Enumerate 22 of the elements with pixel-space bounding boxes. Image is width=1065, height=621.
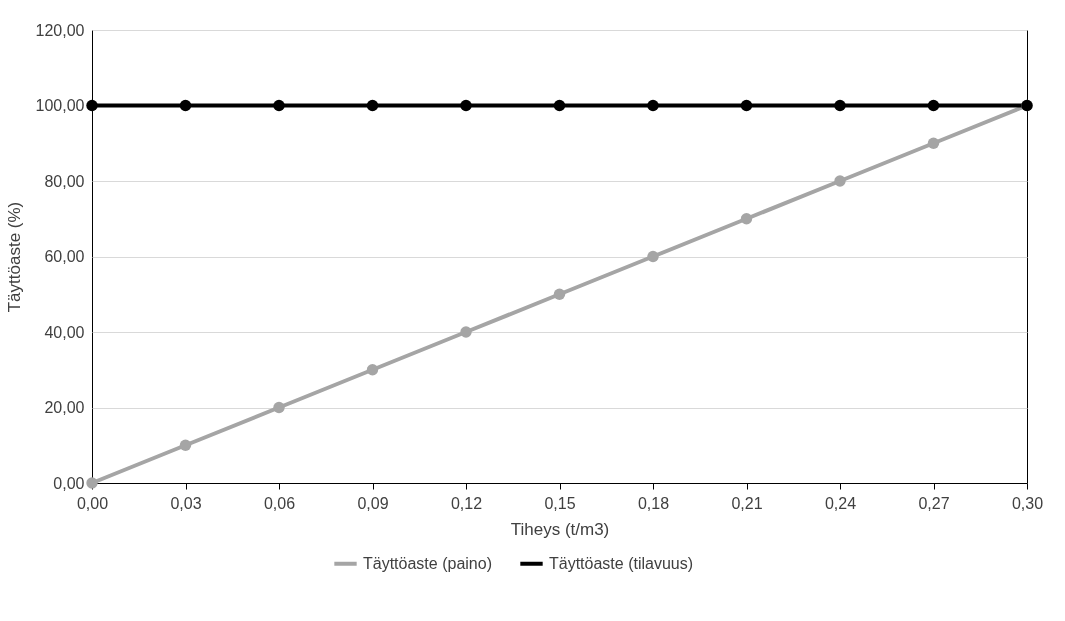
x-tick-label: 0,15: [544, 494, 576, 512]
x-tick-label: 0,09: [357, 494, 389, 512]
y-axis-title: Täyttöaste (%): [4, 201, 24, 313]
x-tick-label: 0,24: [824, 494, 857, 512]
x-axis-title: Tiheys (t/m3): [510, 519, 610, 539]
x-tick-label: 0,06: [263, 494, 296, 512]
x-tick-label: 0,18: [637, 494, 670, 512]
y-tick-label: 40,00: [44, 323, 85, 341]
x-tick-label: 0,30: [1011, 494, 1044, 512]
legend-label: Täyttöaste (tilavuus): [549, 554, 694, 572]
x-tick-label: 0,27: [918, 494, 950, 512]
x-tick-label: 0,00: [76, 494, 109, 512]
legend-label: Täyttöaste (paino): [363, 554, 492, 572]
y-tick-label: 120,00: [35, 21, 85, 39]
y-tick-label: 60,00: [44, 248, 85, 265]
x-tick-label: 0,12: [450, 494, 483, 512]
y-tick-label: 20,00: [44, 399, 85, 416]
y-tick-label: 100,00: [35, 97, 85, 114]
x-tick-label: 0,03: [170, 494, 202, 512]
y-tick-label: 0,00: [53, 474, 85, 492]
x-tick-label: 0,21: [731, 494, 763, 512]
y-tick-label: 80,00: [44, 172, 85, 190]
